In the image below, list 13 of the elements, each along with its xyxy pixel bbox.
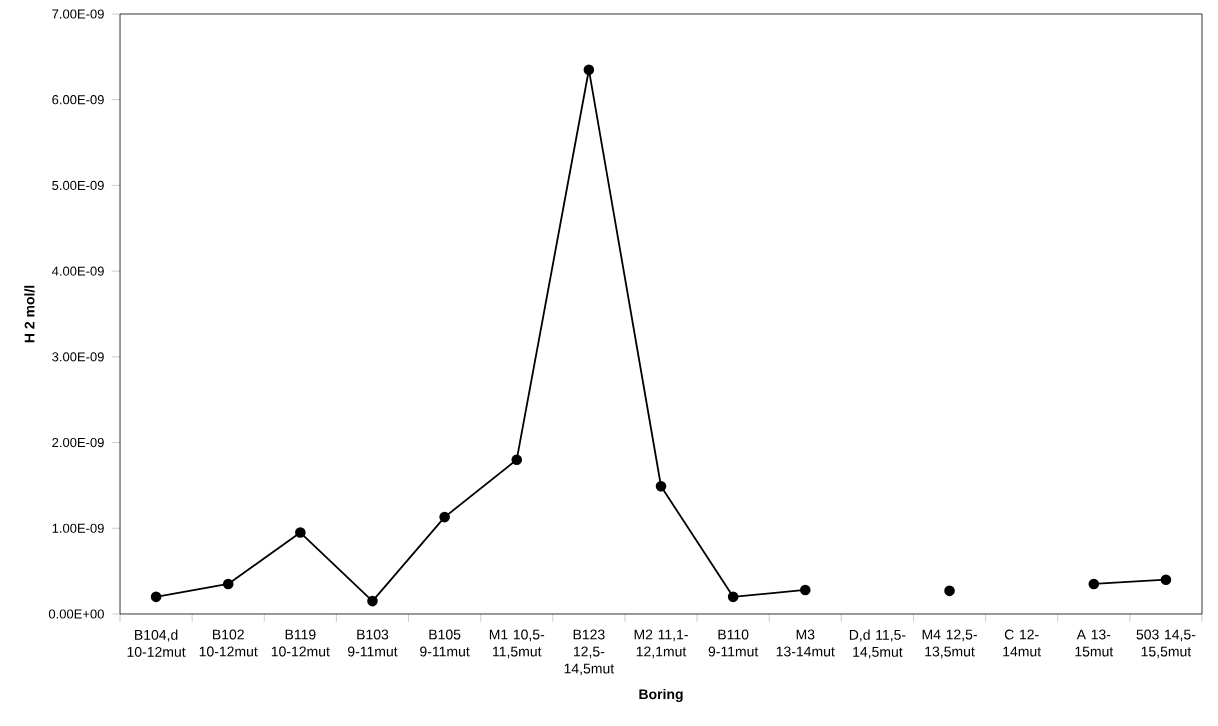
point (799, 584, 811, 596)
point (150, 591, 162, 603)
point (511, 454, 523, 465)
point (439, 511, 450, 523)
point (944, 585, 955, 597)
point (222, 578, 234, 590)
point (1160, 574, 1172, 585)
point (583, 64, 595, 76)
point (1088, 578, 1100, 590)
point (655, 480, 667, 492)
point (727, 591, 739, 603)
point (295, 527, 306, 538)
point (367, 595, 378, 607)
